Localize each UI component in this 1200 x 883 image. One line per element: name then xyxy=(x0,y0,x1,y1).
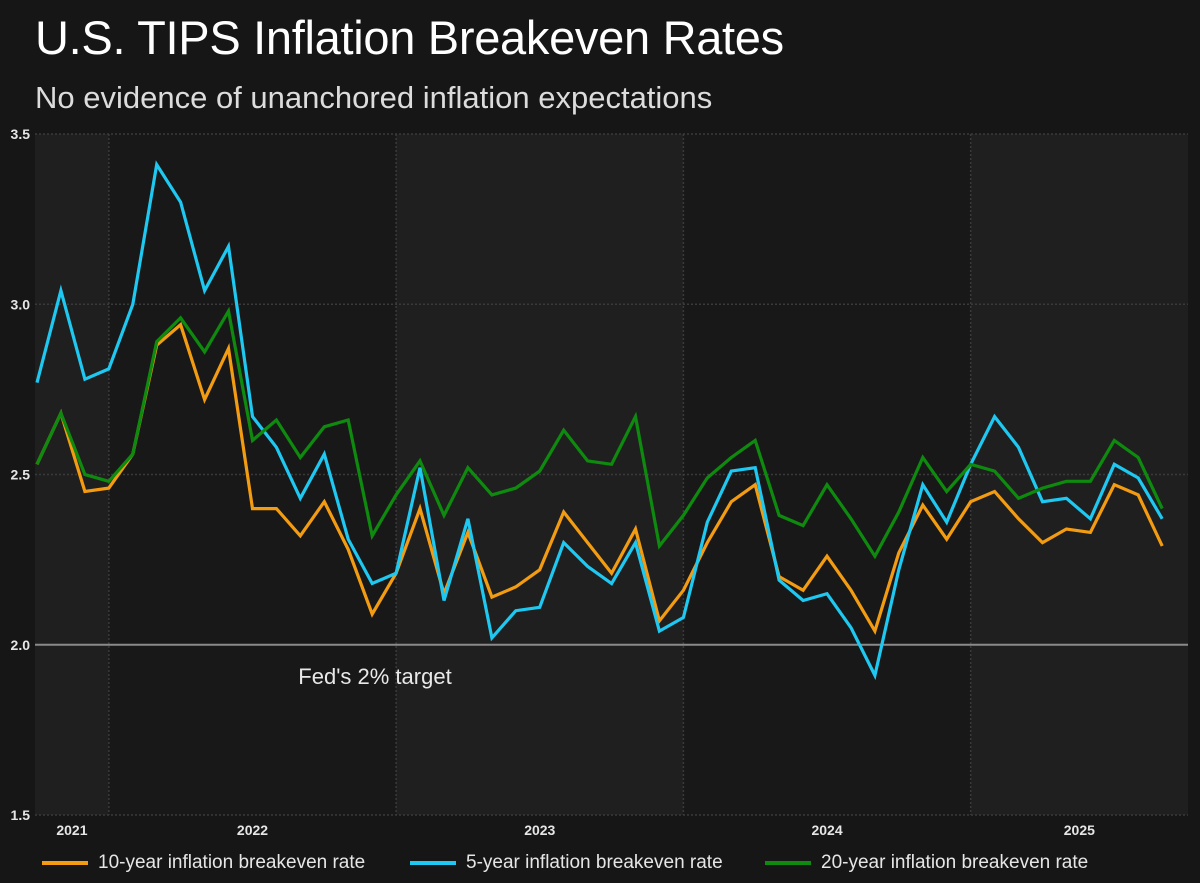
series-line-10-year xyxy=(35,321,1164,636)
legend-label-5-year: 5-year inflation breakeven rate xyxy=(466,852,723,873)
x-tick-label: 2021 xyxy=(56,822,87,838)
series-lines xyxy=(35,160,1164,681)
x-tick-label: 2025 xyxy=(1064,822,1095,838)
x-tick-label: 2024 xyxy=(811,822,842,838)
y-tick-label: 1.5 xyxy=(11,807,31,823)
legend-item-5-year[interactable]: 5-year inflation breakeven rate xyxy=(410,848,723,878)
legend-item-10-year[interactable]: 10-year inflation breakeven rate xyxy=(42,848,365,878)
chart-title: U.S. TIPS Inflation Breakeven Rates xyxy=(35,11,784,64)
x-axis-ticks: 2021 2022 2023 2024 2025 xyxy=(56,822,1095,838)
legend-item-20-year[interactable]: 20-year inflation breakeven rate xyxy=(765,848,1088,878)
series-line-5-year xyxy=(35,160,1164,681)
y-tick-label: 2.0 xyxy=(11,637,31,653)
chart-subtitle: No evidence of unanchored inflation expe… xyxy=(35,80,713,115)
y-tick-label: 3.0 xyxy=(11,296,31,312)
fed-target-label: Fed's 2% target xyxy=(298,664,451,689)
legend-swatch-10-year xyxy=(42,861,88,865)
legend-swatch-5-year xyxy=(410,861,456,865)
legend-swatch-20-year xyxy=(765,861,811,865)
series-line-20-year xyxy=(35,306,1164,560)
y-tick-label: 2.5 xyxy=(11,467,31,483)
y-tick-label: 3.5 xyxy=(11,126,31,142)
y-axis-ticks: 1.5 2.0 2.5 3.0 3.5 xyxy=(11,126,31,823)
legend-label-10-year: 10-year inflation breakeven rate xyxy=(98,852,366,873)
x-tick-label: 2022 xyxy=(237,822,268,838)
legend-label-20-year: 20-year inflation breakeven rate xyxy=(821,852,1089,873)
x-tick-label: 2023 xyxy=(524,822,555,838)
reference-line-group: Fed's 2% target xyxy=(35,643,1188,689)
legend: 10-year inflation breakeven rate 5-year … xyxy=(0,848,1200,878)
